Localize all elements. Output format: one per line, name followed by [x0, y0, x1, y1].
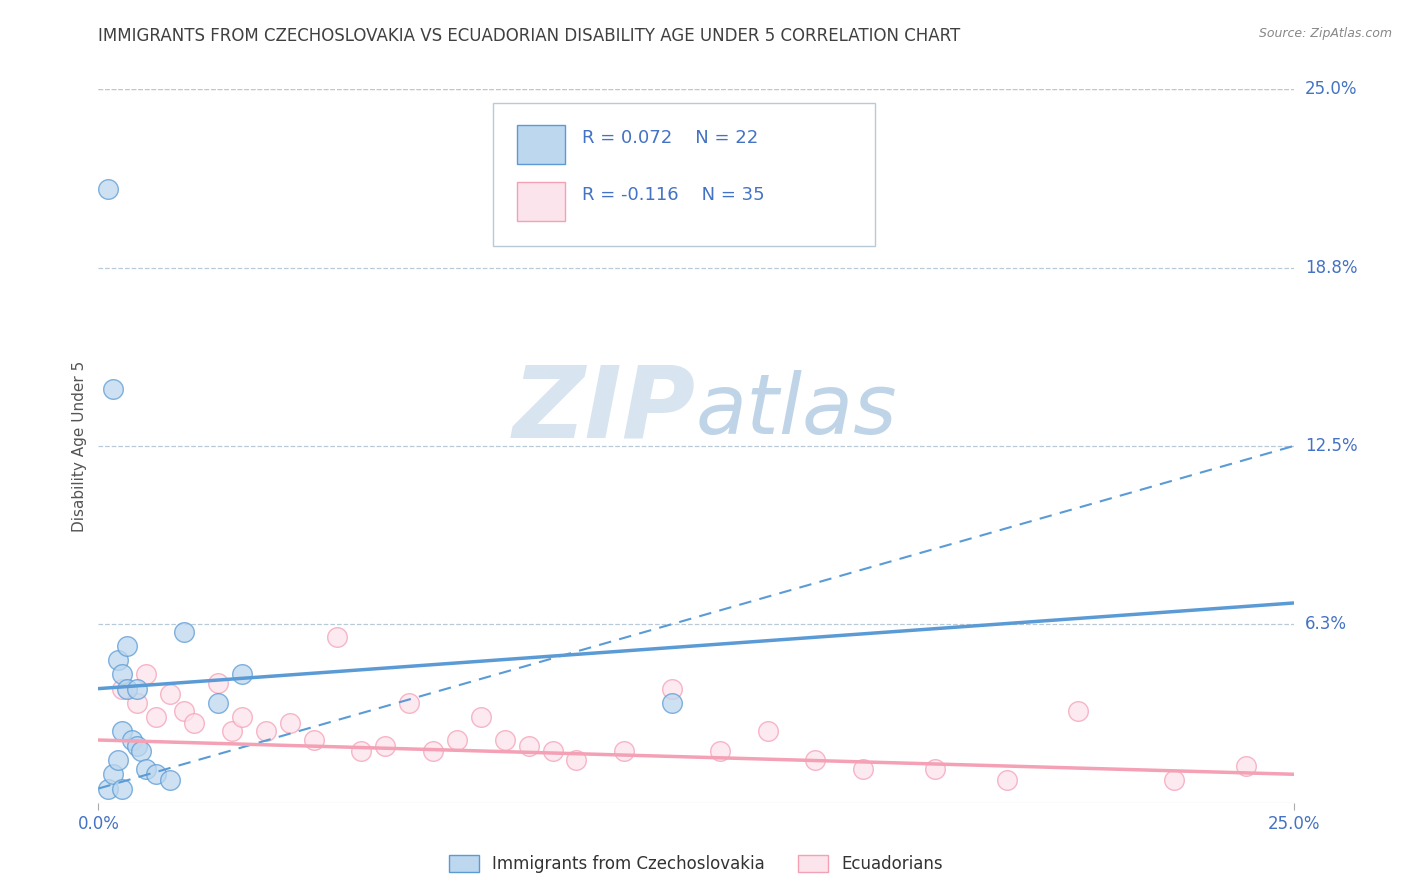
Point: [183, 715, 205, 730]
Point: [135, 762, 157, 776]
Point: [125, 696, 148, 710]
Point: [1163, 772, 1185, 787]
Text: IMMIGRANTS FROM CZECHOSLOVAKIA VS ECUADORIAN DISABILITY AGE UNDER 5 CORRELATION : IMMIGRANTS FROM CZECHOSLOVAKIA VS ECUADO…: [98, 27, 960, 45]
Text: Source: ZipAtlas.com: Source: ZipAtlas.com: [1258, 27, 1392, 40]
Point: [924, 762, 946, 776]
Point: [173, 624, 195, 639]
Point: [1067, 705, 1090, 719]
Point: [231, 710, 253, 724]
Point: [661, 681, 683, 696]
Point: [517, 739, 540, 753]
Text: 25.0%: 25.0%: [1305, 80, 1357, 98]
Point: [145, 767, 167, 781]
Point: [111, 667, 134, 681]
Text: ZIP: ZIP: [513, 362, 696, 458]
Point: [374, 739, 396, 753]
Point: [145, 710, 167, 724]
Point: [159, 687, 181, 701]
Point: [111, 724, 134, 739]
Point: [398, 696, 420, 710]
Point: [326, 630, 349, 644]
Point: [254, 724, 277, 739]
Point: [350, 744, 373, 758]
Point: [422, 744, 444, 758]
Point: [756, 724, 779, 739]
Text: R = 0.072    N = 22: R = 0.072 N = 22: [582, 128, 759, 146]
Point: [125, 739, 148, 753]
Text: 12.5%: 12.5%: [1305, 437, 1357, 455]
Point: [565, 753, 588, 767]
Point: [661, 696, 683, 710]
Point: [159, 772, 181, 787]
Point: [1234, 758, 1257, 772]
Point: [173, 705, 195, 719]
Bar: [517, 182, 565, 221]
Text: R = -0.116    N = 35: R = -0.116 N = 35: [582, 186, 765, 203]
Legend: Immigrants from Czechoslovakia, Ecuadorians: Immigrants from Czechoslovakia, Ecuadori…: [441, 848, 950, 880]
Point: [804, 753, 827, 767]
Point: [995, 772, 1018, 787]
Text: 6.3%: 6.3%: [1305, 615, 1347, 633]
Bar: [517, 125, 565, 164]
Point: [446, 733, 468, 747]
Point: [131, 744, 153, 758]
Text: atlas: atlas: [696, 370, 897, 450]
Point: [231, 667, 253, 681]
Point: [207, 676, 229, 690]
Point: [207, 696, 229, 710]
Point: [97, 781, 120, 796]
Point: [613, 744, 636, 758]
Point: [302, 733, 325, 747]
Point: [101, 382, 124, 396]
Point: [115, 681, 138, 696]
Point: [709, 744, 731, 758]
Point: [107, 653, 129, 667]
Point: [278, 715, 301, 730]
Point: [111, 681, 134, 696]
Y-axis label: Disability Age Under 5: Disability Age Under 5: [72, 360, 87, 532]
Point: [115, 639, 138, 653]
Point: [494, 733, 516, 747]
Point: [125, 681, 148, 696]
Point: [470, 710, 492, 724]
Point: [107, 753, 129, 767]
FancyBboxPatch shape: [494, 103, 875, 246]
Point: [111, 781, 134, 796]
Point: [135, 667, 157, 681]
Point: [852, 762, 875, 776]
Point: [101, 767, 124, 781]
Point: [121, 733, 143, 747]
Text: 18.8%: 18.8%: [1305, 259, 1357, 277]
Point: [221, 724, 243, 739]
Point: [541, 744, 564, 758]
Point: [97, 182, 120, 196]
